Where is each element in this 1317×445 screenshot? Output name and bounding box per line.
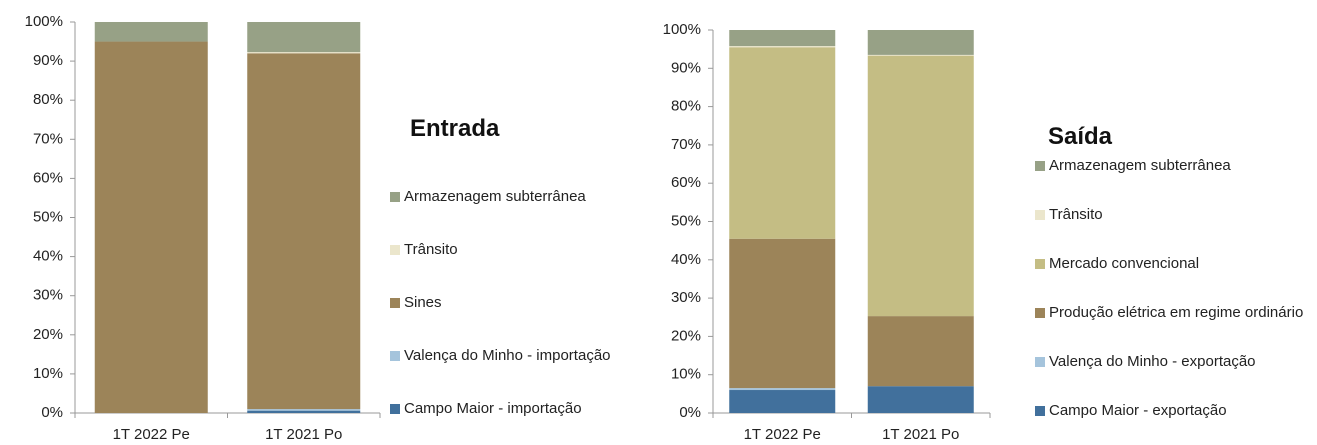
y-tick-label: 100% [25, 13, 63, 30]
y-tick-label: 70% [33, 130, 63, 147]
x-tick-label: 1T 2022 Pe [744, 426, 821, 443]
bar-segment [729, 47, 836, 239]
bar-segment [729, 46, 836, 48]
y-tick-label: 20% [33, 326, 63, 343]
bar-segment [247, 410, 361, 413]
bar-segment [867, 55, 974, 317]
y-tick-label: 0% [41, 404, 63, 421]
bar-segment [247, 53, 361, 410]
y-tick-label: 70% [671, 136, 701, 153]
legend-swatch [390, 192, 400, 202]
bar-segment [729, 30, 836, 47]
bar-segment [867, 316, 974, 387]
y-tick-label: 50% [33, 208, 63, 225]
legend-label: Trânsito [404, 241, 458, 258]
y-tick-label: 40% [33, 248, 63, 265]
legend-swatch [390, 404, 400, 414]
legend-swatch [1035, 161, 1045, 171]
legend-label: Mercado convencional [1049, 255, 1200, 272]
legend-swatch [1035, 308, 1045, 318]
legend-label: Valença do Minho - importação [404, 347, 611, 364]
legend-swatch [390, 245, 400, 255]
bar-segment [247, 409, 361, 411]
y-tick-label: 60% [33, 169, 63, 186]
legend-swatch [390, 351, 400, 361]
x-tick-label: 1T 2021 Po [265, 426, 342, 443]
legend-swatch [390, 298, 400, 308]
y-tick-label: 30% [33, 287, 63, 304]
x-tick-label: 1T 2021 Po [882, 426, 959, 443]
bar-segment [867, 30, 974, 55]
legend-label: Valença do Minho - exportação [1049, 353, 1256, 370]
bar-segment [247, 22, 361, 53]
y-tick-label: 90% [33, 52, 63, 69]
bar-segment [94, 41, 208, 414]
legend-swatch [1035, 357, 1045, 367]
y-tick-label: 0% [679, 404, 701, 421]
y-tick-label: 30% [671, 289, 701, 306]
y-tick-label: 10% [671, 366, 701, 383]
y-tick-label: 80% [671, 98, 701, 115]
x-tick-label: 1T 2022 Pe [113, 426, 190, 443]
y-tick-label: 40% [671, 251, 701, 268]
y-tick-label: 20% [671, 327, 701, 344]
bar-segment [867, 386, 974, 413]
bar-segment [867, 54, 974, 56]
legend-swatch [1035, 259, 1045, 269]
bar-segment [729, 238, 836, 389]
y-tick-label: 10% [33, 365, 63, 382]
bar-segment [94, 22, 208, 42]
legend-swatch [1035, 406, 1045, 416]
legend-label: Sines [404, 294, 442, 311]
legend-swatch [1035, 210, 1045, 220]
y-tick-label: 100% [663, 21, 701, 38]
legend-label: Armazenagem subterrânea [1049, 157, 1231, 174]
chart-title: Saída [1048, 123, 1113, 150]
bar-segment [729, 390, 836, 413]
chart-title: Entrada [410, 115, 500, 142]
legend-label: Produção elétrica em regime ordinário [1049, 304, 1304, 321]
y-tick-label: 80% [33, 91, 63, 108]
bar-segment [247, 52, 361, 54]
legend-label: Campo Maior - importação [404, 400, 582, 417]
bar-segment [729, 388, 836, 391]
y-tick-label: 50% [671, 212, 701, 229]
legend-label: Campo Maior - exportação [1049, 402, 1227, 419]
legend-label: Trânsito [1049, 206, 1103, 223]
y-tick-label: 60% [671, 174, 701, 191]
y-tick-label: 90% [671, 59, 701, 76]
legend-label: Armazenagem subterrânea [404, 188, 586, 205]
